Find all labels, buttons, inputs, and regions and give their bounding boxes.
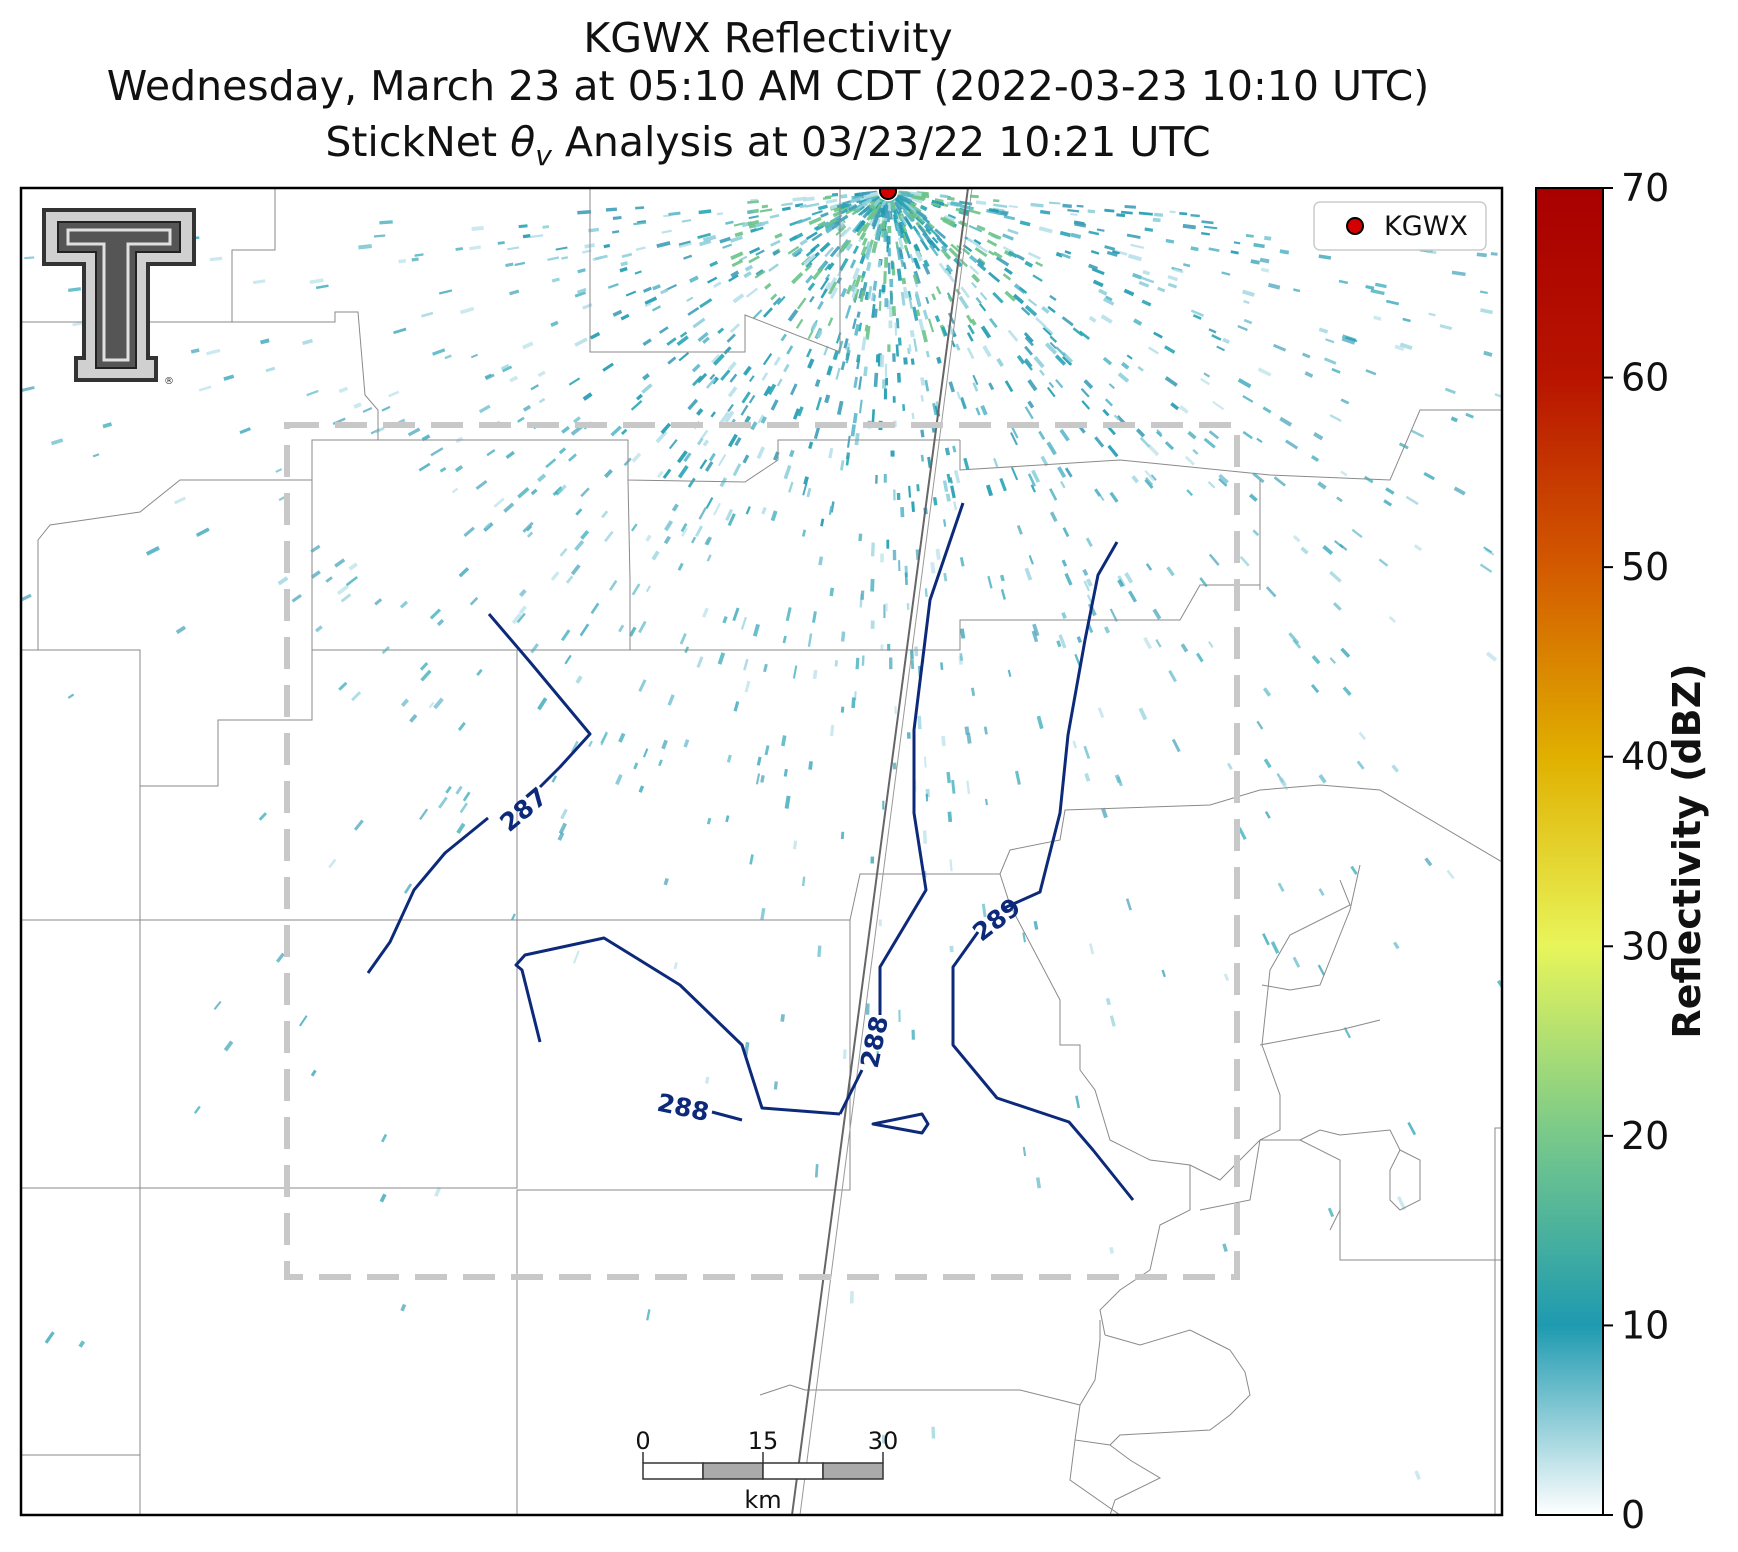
scale-tick-30: 30 [868, 1427, 899, 1455]
colorbar-tick-label: 70 [1621, 166, 1669, 210]
contour-289-lower [951, 931, 1135, 1201]
radar-radial-line [791, 188, 969, 1515]
svg-text:®: ® [164, 376, 174, 387]
theta-symbol: θ [510, 118, 536, 166]
colorbar-label: Reflectivity (dBZ) [1665, 663, 1709, 1038]
contour-288-west [514, 936, 841, 1116]
legend-box [1313, 201, 1487, 251]
chart-title: KGWX Reflectivity [583, 14, 953, 62]
contour-288-center-upper [878, 502, 965, 1015]
map-frame [19, 186, 1504, 1517]
contour-288-center [838, 1069, 864, 1115]
contour-288-west-end [711, 1110, 743, 1122]
legend-marker [1346, 217, 1364, 235]
colorbar-gradient [1535, 187, 1604, 1516]
contour-289-upper [1001, 541, 1119, 911]
scale-tick-15: 15 [748, 1427, 779, 1455]
contour-label-289: 289 [967, 892, 1026, 947]
theta-v-contours [366, 502, 1135, 1201]
contour-287-lower [366, 816, 489, 974]
colorbar-tick-label: 40 [1621, 735, 1669, 779]
radar-radial-line-secondary [799, 188, 973, 1515]
scale-unit: km [744, 1486, 781, 1514]
contour-288-closed [871, 1112, 930, 1135]
legend-label: KGWX [1384, 211, 1468, 242]
contour-label-288-west: 288 [655, 1088, 712, 1127]
colorbar: 0 10 20 30 40 50 60 70 Reflectivity (dBZ) [1535, 166, 1709, 1537]
legend: KGWX [1313, 201, 1487, 251]
county-borders [21, 188, 1502, 1515]
theta-subscript: v [535, 139, 552, 173]
reflectivity-echoes [21, 190, 1502, 1480]
scale-tick-0: 0 [635, 1427, 650, 1455]
analysis-prefix: StickNet [325, 118, 511, 166]
radar-site-marker [879, 188, 897, 200]
analysis-suffix: Analysis at 03/23/22 10:21 UTC [551, 118, 1211, 166]
colorbar-tick-label: 60 [1621, 356, 1669, 400]
texas-tech-logo: ® [42, 208, 196, 387]
scale-bar: 0 15 30 km [635, 1427, 898, 1514]
colorbar-tick-label: 0 [1621, 1493, 1645, 1537]
chart-subtitle-time: Wednesday, March 23 at 05:10 AM CDT (202… [106, 62, 1430, 110]
contour-label-287: 287 [494, 782, 553, 838]
colorbar-tick-label: 50 [1621, 545, 1669, 589]
contour-label-288-center: 288 [855, 1013, 894, 1070]
colorbar-tick-label: 10 [1621, 1303, 1669, 1347]
colorbar-tick-label: 20 [1621, 1114, 1669, 1158]
colorbar-tick-label: 30 [1621, 924, 1669, 968]
chart-subtitle-analysis: StickNet θv Analysis at 03/23/22 10:21 U… [0, 118, 1536, 180]
contour-287 [487, 613, 592, 789]
analysis-domain-box [284, 422, 1240, 1280]
